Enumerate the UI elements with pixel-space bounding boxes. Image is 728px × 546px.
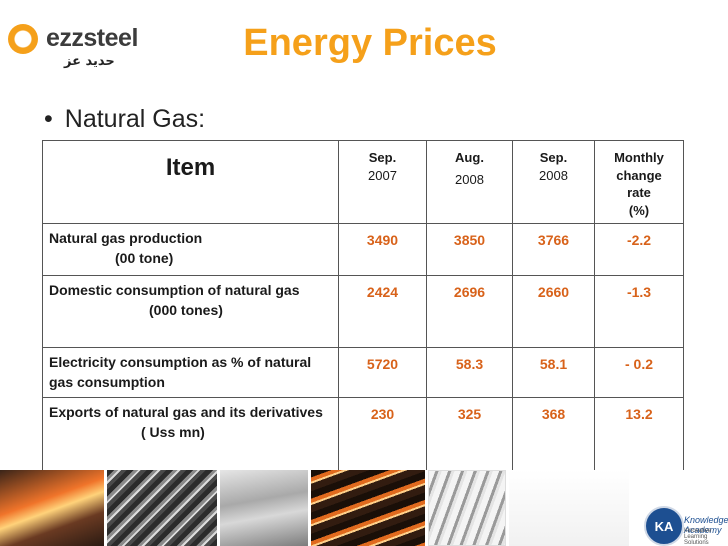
bullet-label: Natural Gas:: [64, 105, 206, 133]
logo-ring-icon: [8, 24, 38, 54]
row-item-label: Electricity consumption as % of natural …: [49, 354, 312, 391]
logo-word: ezzsteel: [46, 24, 138, 52]
table-header-row: Item Sep. 2007 Aug. 2008 Sep. 2008 Month…: [42, 139, 684, 225]
cell-change: -1.3: [594, 275, 684, 349]
cell-sep-2008: 58.1: [512, 347, 595, 399]
hot-rolling-photo: [311, 470, 425, 546]
row-item-label: Natural gas production: [49, 230, 203, 247]
header-change-l2: change: [616, 167, 662, 183]
header-item: Item: [42, 139, 339, 225]
cell-sep-2007: 230: [338, 397, 427, 474]
cell-sep-2008: 3766: [512, 223, 595, 277]
cell-change: 13.2: [594, 397, 684, 474]
table-row: Natural gas production (00 tone) 3490 38…: [42, 223, 684, 277]
cell-aug-2008: 3850: [426, 223, 513, 277]
row-item-label: Domestic consumption of natural gas: [49, 282, 300, 299]
header-sep-2008-year: 2008: [539, 167, 568, 183]
row-item-label: Exports of natural gas and its derivativ…: [49, 404, 323, 421]
header-change-l4: (%): [628, 202, 650, 218]
cell-aug-2008: 58.3: [426, 347, 513, 399]
steel-sheets-photo: [220, 470, 308, 546]
steel-photo-strip: [0, 470, 728, 546]
row-item: Domestic consumption of natural gas (000…: [42, 275, 339, 349]
molten-steel-photo: [0, 470, 104, 546]
row-item: Electricity consumption as % of natural …: [42, 347, 339, 399]
cell-change: -2.2: [594, 223, 684, 277]
header-change-l1: Monthly: [614, 150, 664, 165]
cell-aug-2008: 325: [426, 397, 513, 474]
table-row: Domestic consumption of natural gas (000…: [42, 275, 684, 349]
bullet-item: • Natural Gas:: [44, 105, 205, 134]
row-item-unit: (000 tones): [149, 302, 223, 319]
row-item: Natural gas production (00 tone): [42, 223, 339, 277]
cell-sep-2008: 2660: [512, 275, 595, 349]
knowledge-academy-logo: KA: [644, 506, 684, 546]
footer-blank: [509, 470, 629, 546]
rebar-closeup-photo: [428, 470, 506, 546]
header-aug-2008-year: 2008: [455, 171, 484, 187]
header-change-l3: rate: [627, 185, 651, 201]
row-item-unit: (00 tone): [115, 250, 174, 267]
row-item-unit: ( Uss mn): [141, 424, 205, 441]
header-sep-2007: Sep. 2007: [338, 139, 427, 225]
header-aug-2008-month: Aug.: [455, 150, 484, 165]
rebar-bundle-photo: [107, 470, 217, 546]
knowledge-academy-tagline: Innovative Learning Solutions: [684, 528, 712, 546]
table-row: Electricity consumption as % of natural …: [42, 347, 684, 399]
slide-title: Energy Prices: [243, 22, 497, 64]
cell-sep-2008: 368: [512, 397, 595, 474]
header-sep-2008: Sep. 2008: [512, 139, 595, 225]
header-monthly-change: Monthly change rate (%): [594, 139, 684, 225]
cell-sep-2007: 2424: [338, 275, 427, 349]
bullet-dot-icon: •: [44, 105, 53, 133]
cell-sep-2007: 3490: [338, 223, 427, 277]
header-aug-2008: Aug. 2008: [426, 139, 513, 225]
ezzsteel-logo: ezzsteel حديد عز: [6, 20, 146, 72]
cell-change: - 0.2: [594, 347, 684, 399]
logo-arabic: حديد عز: [64, 54, 115, 69]
knowledge-academy-name: Knowledge Academy: [684, 515, 728, 535]
row-item: Exports of natural gas and its derivativ…: [42, 397, 339, 474]
cell-sep-2007: 5720: [338, 347, 427, 399]
header-sep-2008-month: Sep.: [539, 150, 568, 165]
header-sep-2007-month: Sep.: [368, 150, 397, 165]
table-row: Exports of natural gas and its derivativ…: [42, 397, 684, 474]
cell-aug-2008: 2696: [426, 275, 513, 349]
header-sep-2007-year: 2007: [368, 167, 397, 183]
natural-gas-table: Item Sep. 2007 Aug. 2008 Sep. 2008 Month…: [42, 139, 684, 474]
